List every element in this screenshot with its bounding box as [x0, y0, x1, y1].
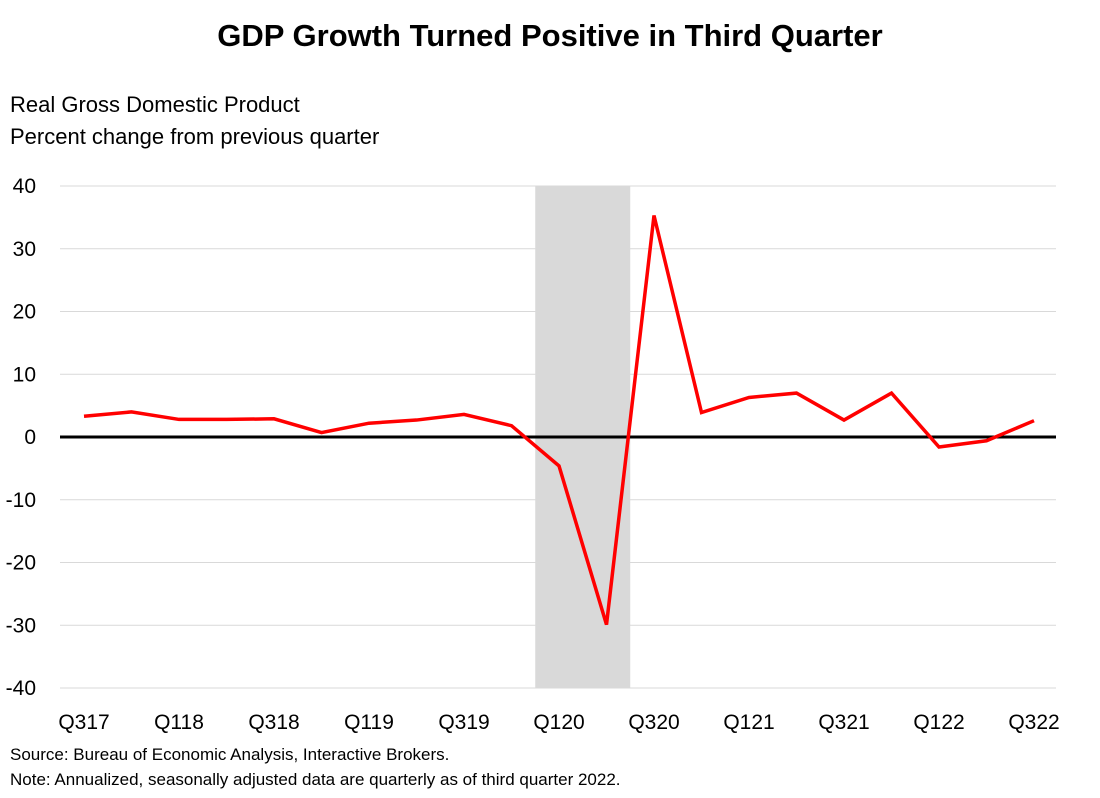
series-layer [83, 215, 1035, 626]
y-tick-label: 10 [13, 363, 36, 386]
data-note: Note: Annualized, seasonally adjusted da… [10, 770, 621, 789]
x-tick-label: Q119 [344, 711, 394, 734]
y-tick-label: 30 [13, 238, 36, 261]
x-tick-label: Q321 [818, 711, 869, 734]
x-tick-label: Q318 [248, 711, 299, 734]
x-axis-ticks: Q317 Q118 Q318 Q119 Q319 Q120 Q320 Q121 Q321 Q122… [58, 711, 1059, 734]
x-tick-label: Q319 [438, 711, 489, 734]
chart-title: GDP Growth Turned Positive in Third Quar… [217, 18, 883, 53]
gdp-growth-line [83, 215, 1035, 626]
y-tick-label: -10 [6, 489, 36, 512]
x-tick-label: Q121 [723, 711, 774, 734]
x-tick-label: Q320 [628, 711, 679, 734]
x-tick-label: Q122 [913, 711, 964, 734]
y-tick-label: -40 [6, 677, 36, 700]
y-tick-label: 0 [24, 426, 36, 449]
x-tick-label: Q118 [154, 711, 204, 734]
y-tick-label: 20 [13, 301, 36, 324]
y-tick-label: -20 [6, 552, 36, 575]
gridlines [60, 185, 1056, 689]
y-axis-ticks: -40 -30 -20 -10 0 10 20 30 40 [6, 175, 36, 700]
x-tick-label: Q322 [1008, 711, 1059, 734]
x-tick-label: Q317 [58, 711, 109, 734]
chart-subtitle-line-2: Percent change from previous quarter [10, 124, 380, 149]
y-tick-label: 40 [13, 175, 36, 198]
source-note: Source: Bureau of Economic Analysis, Int… [10, 745, 450, 764]
y-tick-label: -30 [6, 614, 36, 637]
x-tick-label: Q120 [533, 711, 584, 734]
chart-subtitle-line-1: Real Gross Domestic Product [10, 92, 300, 117]
